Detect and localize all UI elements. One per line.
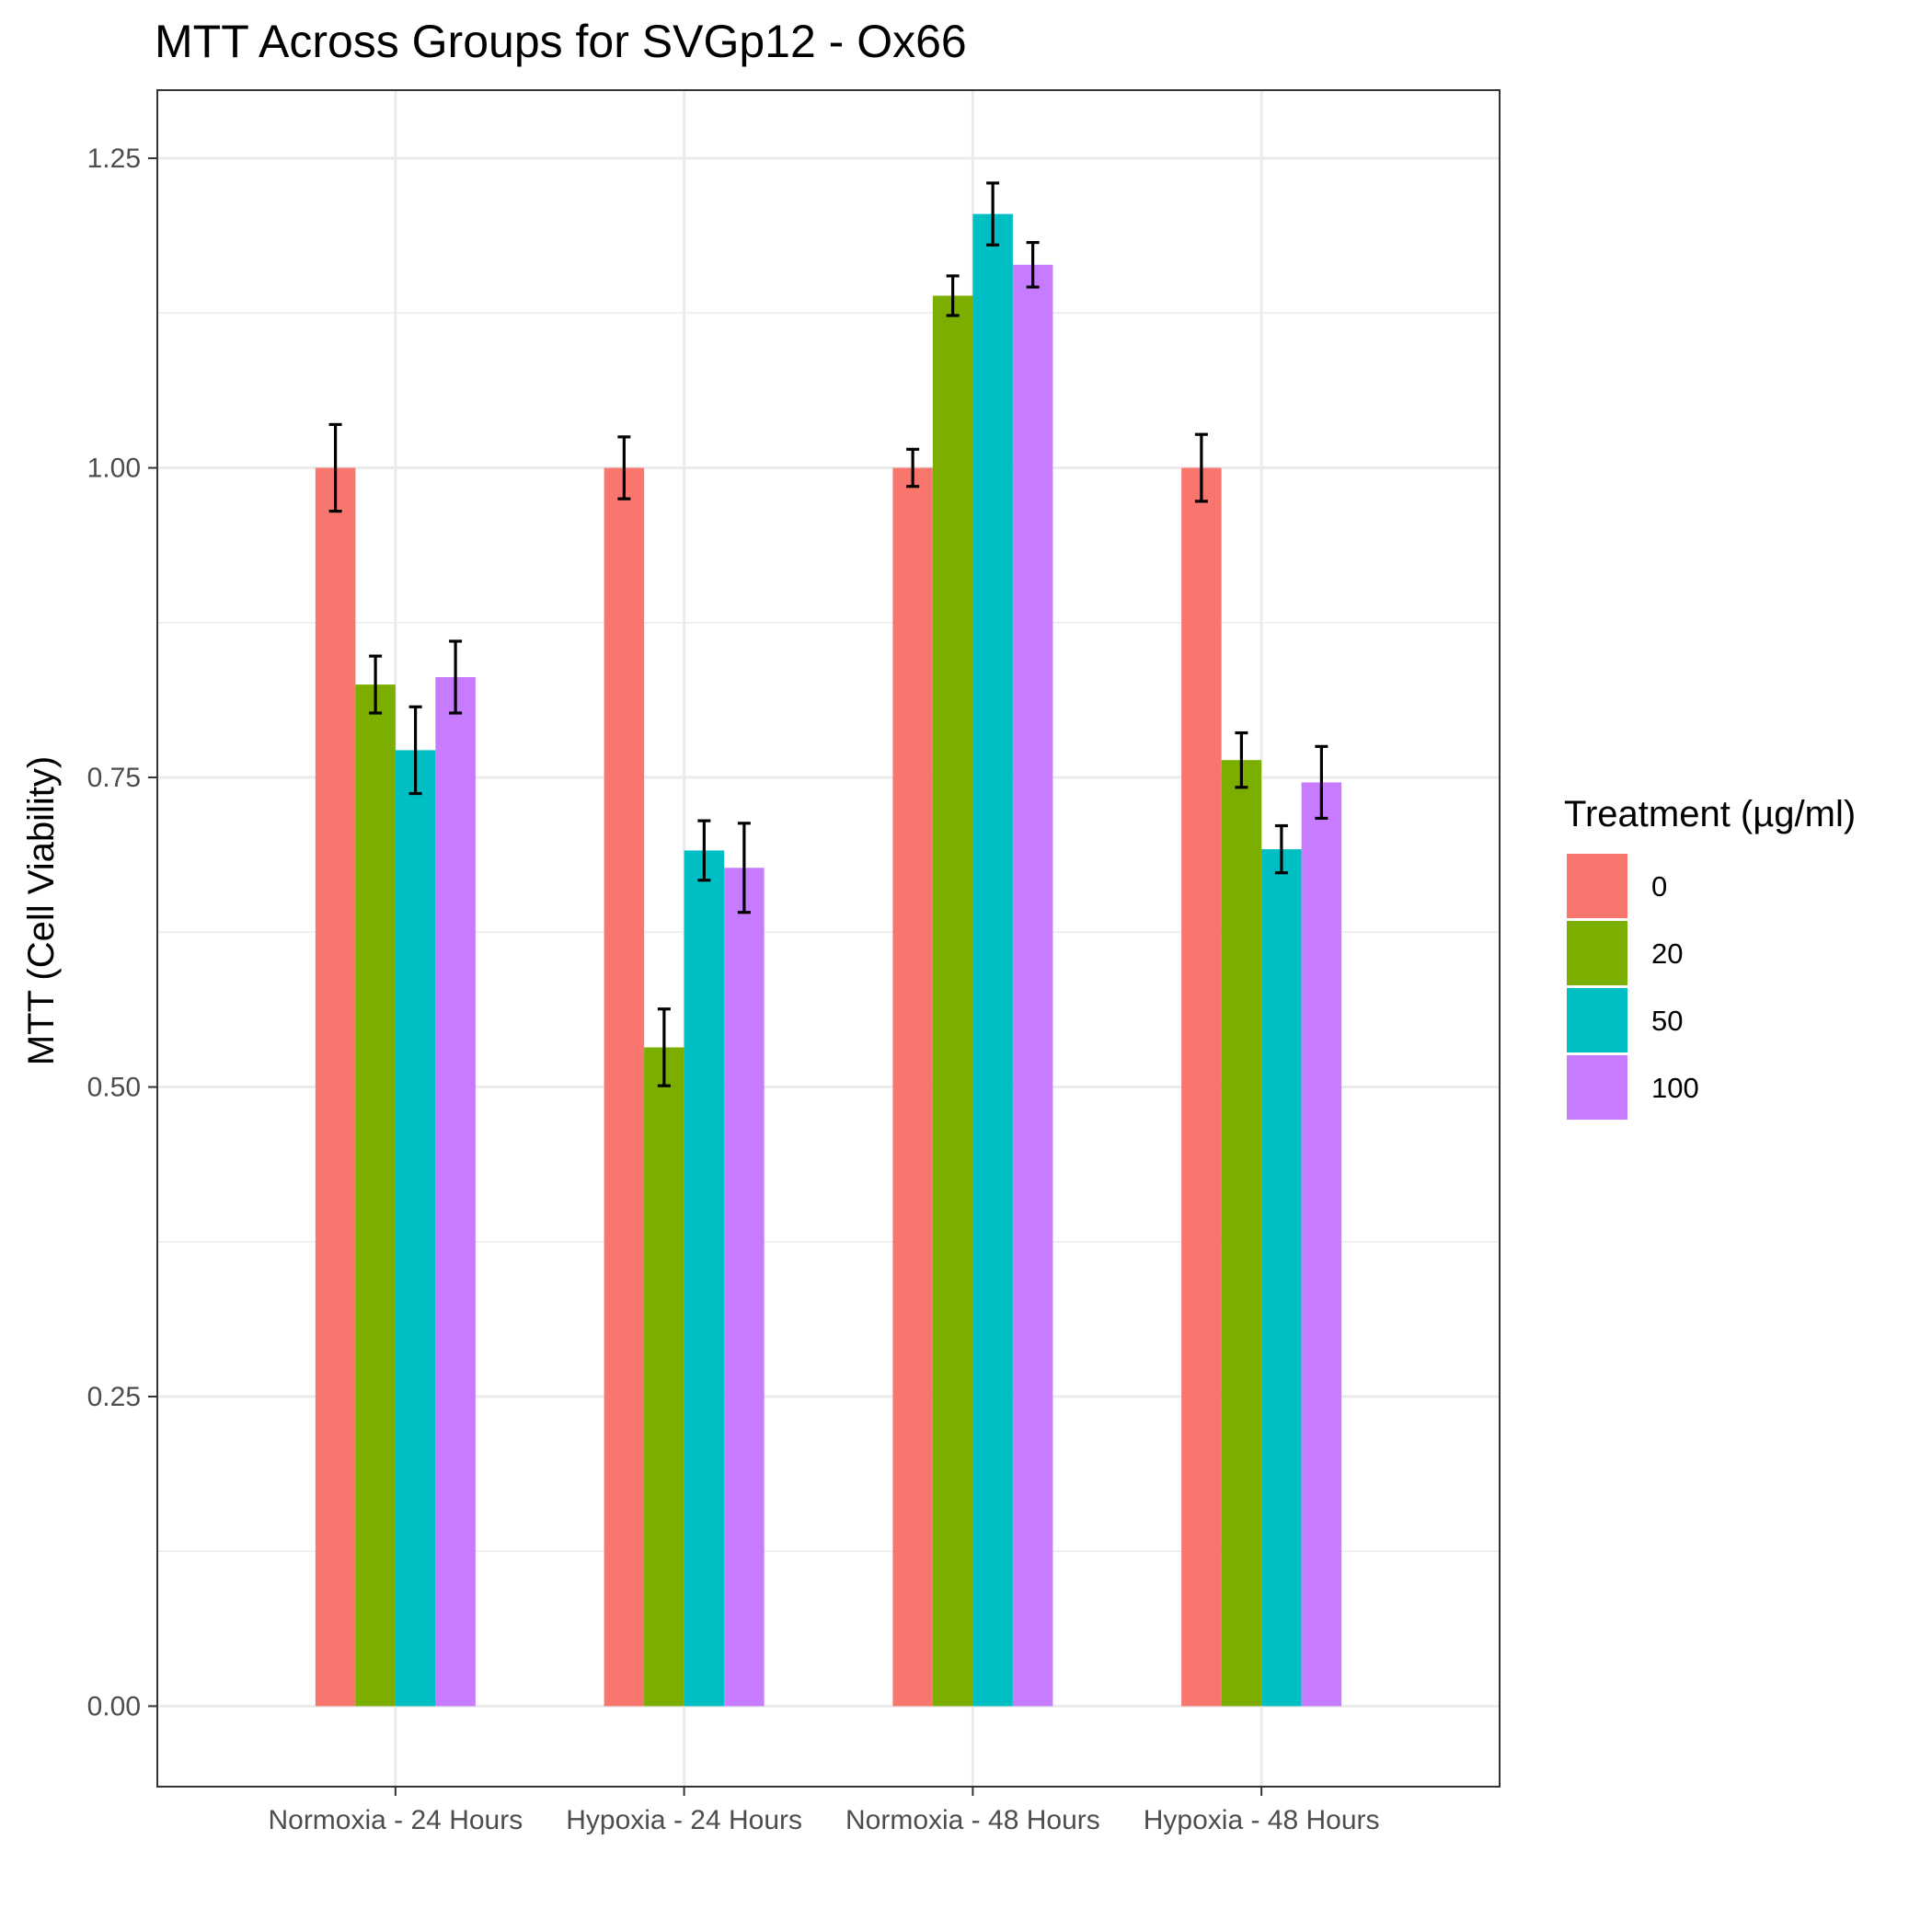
bar [724, 868, 765, 1707]
legend-label: 50 [1651, 1005, 1683, 1037]
legend-title: Treatment (µg/ml) [1564, 794, 1856, 834]
bar [932, 295, 973, 1707]
x-tick-label: Normoxia - 24 Hours [268, 1805, 523, 1835]
x-tick-label: Hypoxia - 24 Hours [566, 1805, 802, 1835]
bar [604, 467, 645, 1707]
x-tick-label: Hypoxia - 48 Hours [1144, 1805, 1380, 1835]
bar [1301, 782, 1342, 1707]
plot-area: 0.00 0.25 0.50 0.75 1.00 1.25 Normoxia - 24 Ho… [87, 89, 1501, 1835]
chart-title: MTT Across Groups for SVGp12 - Ox66 [155, 16, 967, 67]
y-tick-label: 0.50 [87, 1073, 141, 1103]
bar [1181, 467, 1222, 1707]
bar [315, 467, 356, 1707]
legend-label: 0 [1651, 870, 1667, 903]
y-tick-label: 1.00 [87, 454, 141, 484]
legend: Treatment (µg/ml) 0 20 50 100 [1564, 794, 1856, 1120]
bar [1012, 264, 1053, 1707]
bar [435, 676, 476, 1707]
y-tick-label: 1.25 [87, 144, 141, 174]
bar [684, 850, 725, 1707]
bar [1221, 760, 1262, 1707]
bar [1261, 849, 1302, 1707]
y-tick-label: 0.75 [87, 763, 141, 793]
legend-label: 20 [1651, 937, 1683, 970]
bar [355, 684, 396, 1707]
bar [972, 213, 1013, 1707]
plot-border [156, 89, 1501, 1788]
y-tick-label: 0.00 [87, 1692, 141, 1722]
bar [644, 1047, 684, 1707]
y-tick-label: 0.25 [87, 1382, 141, 1412]
legend-key [1567, 988, 1627, 1052]
x-tick-label: Normoxia - 48 Hours [845, 1805, 1100, 1835]
legend-key [1567, 1055, 1627, 1120]
bar [892, 467, 933, 1707]
y-axis-label: MTT (Cell Viability) [21, 756, 62, 1065]
legend-label: 100 [1651, 1072, 1699, 1104]
legend-key [1567, 854, 1627, 918]
legend-key [1567, 921, 1627, 985]
bar [395, 750, 436, 1707]
